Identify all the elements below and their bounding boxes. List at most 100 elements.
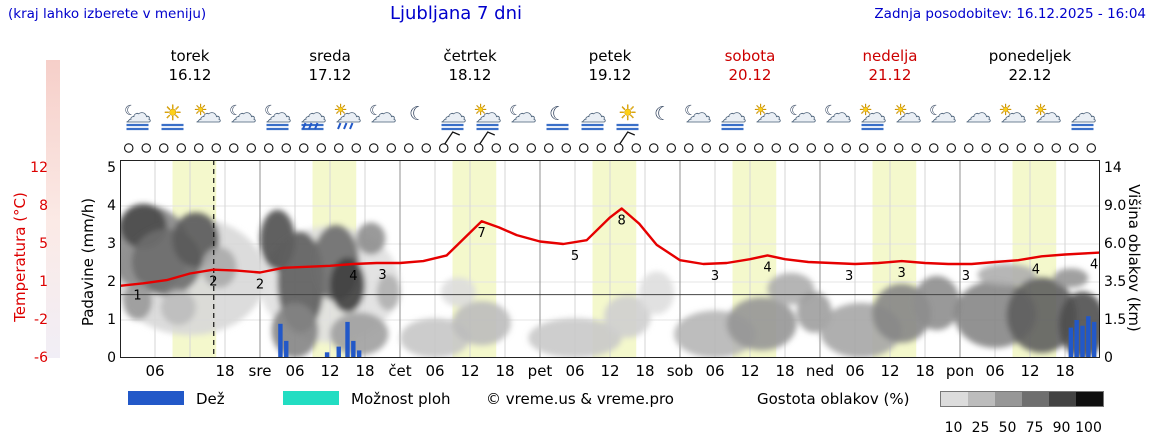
time-tick: 18 xyxy=(635,362,655,380)
rain-bar xyxy=(1091,321,1097,358)
temperature-line xyxy=(120,207,1100,288)
time-tick: 06 xyxy=(285,362,305,380)
time-tick: 06 xyxy=(425,362,445,380)
weather-icon: ☀☁ xyxy=(1034,99,1062,130)
moon-icon: ☾ xyxy=(124,103,137,119)
temperature-value-label: 8 xyxy=(618,214,626,229)
rain-bar xyxy=(1074,320,1079,358)
cloud-icon: ☁ xyxy=(511,99,537,129)
wind-calm-circle xyxy=(701,143,711,153)
density-value: 25 xyxy=(971,420,990,436)
cloud-icon: ☁ xyxy=(1071,99,1097,129)
wind-barb xyxy=(444,131,461,145)
sun-icon: ☀ xyxy=(334,101,347,119)
weather-icon: ☁ xyxy=(440,99,467,131)
cloud-icon: ☁ xyxy=(266,99,292,129)
copyright-link[interactable]: © vreme.us & vreme.pro xyxy=(486,390,674,408)
moon-icon: ☾ xyxy=(789,103,802,119)
weather-icon: ☀☁ xyxy=(194,99,222,130)
day-date: 16.12 xyxy=(168,66,212,84)
wind-calm-circle xyxy=(526,143,536,153)
menu-hint: (kraj lahko izberete v meniju) xyxy=(8,6,207,22)
time-tick: 06 xyxy=(985,362,1005,380)
wind-calm-circle xyxy=(666,143,676,153)
wind-calm-circle xyxy=(736,143,746,153)
cloud-icon: ☁ xyxy=(441,99,467,129)
raindrop-icon xyxy=(349,122,354,130)
wind-calm-circle xyxy=(718,143,729,153)
day-date: 21.12 xyxy=(868,66,912,84)
wind-calm-circle xyxy=(473,143,484,153)
cloud-icon: ☁ xyxy=(581,99,607,129)
weather-icon: ☀☁ xyxy=(474,99,502,131)
wind-calm-circle xyxy=(911,143,921,153)
weather-icon: ☾ xyxy=(654,103,671,125)
wind-calm-circle xyxy=(561,143,571,153)
temperature-value-label: 3 xyxy=(962,269,970,284)
raindrop-icon xyxy=(308,122,313,130)
wind-calm-circle xyxy=(264,143,274,153)
time-tick: 18 xyxy=(915,362,935,380)
time-tick: 18 xyxy=(1055,362,1075,380)
axis-tick: 5 xyxy=(107,160,116,176)
wind-calm-circle xyxy=(613,143,624,153)
moon-icon: ☾ xyxy=(229,103,242,119)
weather-icon: ☾☁ xyxy=(789,99,817,130)
cloud-blob xyxy=(639,271,675,315)
cloud-blob xyxy=(160,289,196,326)
weather-icon: ☀ xyxy=(616,101,639,131)
cloud-blob xyxy=(1053,268,1089,288)
wind-calm-circle xyxy=(648,143,659,153)
cloud-icon: ☁ xyxy=(791,99,817,129)
weather-icon: ☀☁ xyxy=(754,99,782,130)
day-header-sreda: sreda 17.12 xyxy=(260,47,400,85)
time-tick: pon xyxy=(945,362,975,380)
cloud-blob xyxy=(330,312,389,356)
temperature-value-label: 4 xyxy=(763,260,771,275)
wind-calm-circle xyxy=(386,143,396,153)
wind-calm-circle xyxy=(771,143,781,153)
time-tick: 18 xyxy=(355,362,375,380)
day-name: torek xyxy=(170,47,210,65)
wind-calm-circle xyxy=(753,143,764,153)
density-segment xyxy=(1049,392,1076,406)
moon-icon: ☾ xyxy=(654,103,671,125)
wind-calm-circle xyxy=(823,143,834,153)
moon-icon: ☾ xyxy=(409,103,426,125)
wind-calm-circle xyxy=(351,143,362,153)
meteogram-chart: 1 2 2 4 3 7 5 8 3 4 3 3 3 4 4 xyxy=(120,160,1100,358)
wind-calm-circle xyxy=(316,143,327,153)
cloud-icon: ☁ xyxy=(231,99,257,129)
wind-calm-circle xyxy=(1051,143,1061,153)
temperature-value-label: 3 xyxy=(378,268,386,283)
time-tick: sob xyxy=(666,362,694,380)
sun-icon: ☀ xyxy=(474,101,487,119)
time-tick: 12 xyxy=(320,362,340,380)
temperature-value-label: 5 xyxy=(571,249,579,264)
wind-calm-circle xyxy=(806,143,816,153)
showers-swatch xyxy=(283,391,339,405)
temperature-scale-strip xyxy=(46,60,60,358)
temperature-value-label: 4 xyxy=(1090,258,1098,273)
rain-bar xyxy=(336,346,341,358)
weather-icon: ☾☁ xyxy=(684,99,712,130)
weather-icon: ☁ xyxy=(580,99,607,131)
wind-calm-circle xyxy=(578,143,589,153)
cloud-icon: ☁ xyxy=(966,99,992,129)
weather-icon: ☾ xyxy=(546,103,569,131)
density-segment xyxy=(995,392,1022,406)
cloud-density-label: Gostota oblakov (%) xyxy=(757,390,910,408)
wind-calm-circle xyxy=(456,143,466,153)
axis-tick: 2 xyxy=(107,274,116,290)
day-header-četrtek: četrtek 18.12 xyxy=(400,47,540,85)
cloud-blob xyxy=(1006,277,1077,353)
cloud-icon: ☁ xyxy=(476,99,502,129)
weather-icon: ☀ xyxy=(161,101,184,131)
wind-calm-circle xyxy=(1033,143,1044,153)
cloud-blob xyxy=(913,275,961,331)
axis-tick: -6 xyxy=(34,350,48,366)
weather-icon: ☾ xyxy=(409,103,426,125)
cloud-icon: ☁ xyxy=(826,99,852,129)
day-date: 22.12 xyxy=(1008,66,1052,84)
weather-icon: ☁ xyxy=(300,99,327,131)
